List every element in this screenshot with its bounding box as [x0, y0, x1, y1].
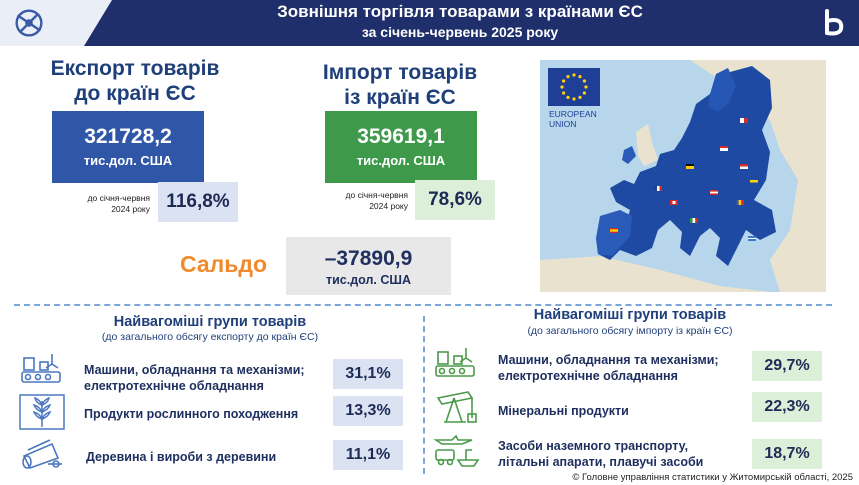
- import-heading-line2: із країн ЄС: [344, 86, 456, 109]
- vertical-divider: [423, 316, 425, 474]
- export-group-1-line1: Машини, обладнання та механізми;: [84, 363, 305, 377]
- saldo-label: Сальдо: [180, 251, 268, 277]
- eu-stars: [560, 73, 588, 101]
- export-groups-title: Найвагоміші групи товарів: [113, 314, 307, 330]
- statistics-logo-icon: [15, 9, 43, 37]
- export-compare-value: 116,8%: [158, 182, 238, 222]
- import-group-1-label: Машини, обладнання та механізми; електро…: [498, 352, 748, 384]
- horizontal-divider: [14, 304, 832, 306]
- footer-copyright: © Головне управління статистики у Житоми…: [572, 472, 853, 483]
- export-group-2-value: 13,3%: [333, 396, 403, 426]
- ireland: [622, 146, 636, 164]
- export-compare-line2: 2024 року: [111, 204, 150, 214]
- transport-icon: [433, 434, 480, 467]
- import-group-1-value: 29,7%: [752, 351, 822, 381]
- export-heading-line1: Експорт товарів: [50, 57, 220, 80]
- import-compare-line1: до січня-червня: [345, 190, 408, 200]
- export-group-1-value: 31,1%: [333, 359, 403, 389]
- import-groups-subtitle: (до загального обсягу імпорту із країн Є…: [527, 325, 733, 337]
- header-bar: [0, 0, 859, 46]
- uk-non-eu: [636, 124, 658, 166]
- import-group-3-line1: Засоби наземного транспорту,: [498, 439, 689, 453]
- import-compare-line2: 2024 року: [369, 201, 408, 211]
- export-value-box: 321728,2 тис.дол. США: [52, 111, 204, 183]
- export-compare-label: до січня-червня 2024 року: [64, 193, 150, 215]
- import-group-2-label: Мінеральні продукти: [498, 404, 629, 418]
- export-group-3-value: 11,1%: [333, 440, 403, 470]
- import-group-1-line2: електротехнічне обладнання: [498, 369, 678, 383]
- export-group-3-label: Деревина і вироби з деревини: [86, 450, 277, 464]
- import-groups-title: Найвагоміші групи товарів: [533, 307, 727, 323]
- import-group-3-label: Засоби наземного транспорту, літальні ап…: [498, 438, 748, 470]
- import-group-3-line2: літальні апарати, плавучі засоби: [498, 455, 704, 469]
- page-subtitle: за січень-червень 2025 року: [361, 24, 559, 40]
- export-group-2-label: Продукти рослинного походження: [84, 407, 299, 421]
- saldo-value: –37890,9: [324, 247, 413, 270]
- export-group-1-label: Машини, обладнання та механізми; електро…: [84, 362, 334, 394]
- import-unit: тис.дол. США: [356, 153, 446, 168]
- export-value: 321728,2: [84, 125, 172, 148]
- import-compare-label: до січня-червня 2024 року: [328, 190, 408, 212]
- country-flags: [610, 118, 758, 241]
- wheat-icon: [19, 394, 65, 430]
- import-heading: Імпорт товарів із країн ЄС: [300, 60, 500, 110]
- export-group-1-line2: електротехнічне обладнання: [84, 379, 264, 393]
- oil-pump-icon: [436, 391, 477, 423]
- eu-emblem-line1: EUROPEAN: [549, 109, 597, 119]
- logs-icon: [22, 439, 62, 469]
- import-value: 359619,1: [357, 125, 445, 148]
- scandinavia-eu: [708, 68, 736, 112]
- export-groups-subtitle: (до загального обсягу експорту до країн …: [101, 331, 319, 343]
- import-group-2-value: 22,3%: [752, 392, 822, 422]
- import-group-1-line1: Машини, обладнання та механізми;: [498, 353, 719, 367]
- export-heading-line2: до країн ЄС: [74, 82, 196, 105]
- import-group-3-value: 18,7%: [752, 439, 822, 469]
- factory-machinery-icon: [21, 354, 61, 383]
- factory-machinery-icon: [435, 348, 475, 377]
- saldo-box: –37890,9 тис.дол. США: [286, 237, 451, 295]
- saldo-unit: тис.дол. США: [326, 273, 411, 287]
- eu-emblem-line2: UNION: [549, 119, 576, 129]
- export-unit: тис.дол. США: [83, 153, 173, 168]
- export-heading: Експорт товарів до країн ЄС: [20, 56, 250, 106]
- page-title: Зовнішня торгівля товарами з країнами ЄС: [277, 2, 643, 21]
- export-compare-line1: до січня-червня: [87, 193, 150, 203]
- import-value-box: 359619,1 тис.дол. США: [325, 111, 477, 183]
- import-heading-line1: Імпорт товарів: [322, 61, 478, 84]
- brand-logo-icon: [825, 9, 844, 36]
- import-compare-value: 78,6%: [415, 180, 495, 220]
- eu-map: EUROPEAN UNION: [540, 60, 826, 292]
